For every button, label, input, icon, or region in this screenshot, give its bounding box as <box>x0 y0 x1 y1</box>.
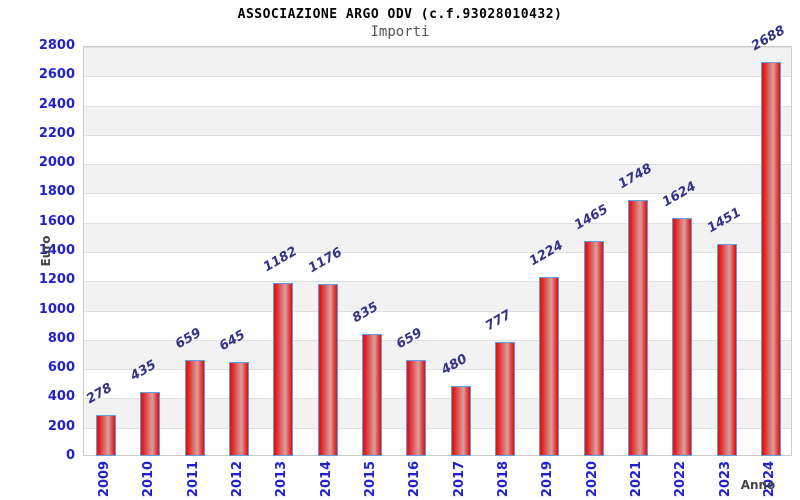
y-tick-label: 0 <box>65 448 75 463</box>
x-tick-label: 2020 <box>584 460 600 498</box>
bar-2016 <box>406 360 427 456</box>
x-tick-label: 2013 <box>274 460 290 498</box>
bar-2013 <box>273 283 294 456</box>
x-tick-label: 2014 <box>318 460 334 498</box>
bar-2017 <box>450 386 471 456</box>
y-tick-label: 2000 <box>38 155 75 171</box>
y-tick-label: 800 <box>47 330 75 346</box>
grid-band <box>84 105 791 135</box>
bar-2010 <box>140 392 161 456</box>
y-tick-label: 2800 <box>38 38 75 53</box>
chart-title: ASSOCIAZIONE ARGO ODV (c.f.93028010432) <box>237 7 563 22</box>
y-tick-label: 2200 <box>38 125 75 141</box>
y-tick-label: 600 <box>47 360 75 376</box>
x-axis-title: Anno <box>740 478 776 492</box>
grid-band <box>84 369 791 398</box>
y-tick-label: 1400 <box>38 243 75 258</box>
x-tick-label: 2009 <box>97 460 113 498</box>
x-tick-label: 2023 <box>717 460 733 498</box>
bar-2020 <box>583 241 604 456</box>
x-tick-label: 2011 <box>185 460 201 498</box>
y-tick-label: 1200 <box>38 272 75 288</box>
grid-band <box>84 134 791 164</box>
x-tick-label: 2012 <box>230 460 246 498</box>
grid-band <box>84 193 791 222</box>
x-tick-label: 2019 <box>540 460 556 498</box>
y-tick-label: 200 <box>47 418 75 434</box>
x-tick-label: 2010 <box>141 460 157 498</box>
y-axis-title: Euro <box>39 235 53 267</box>
x-tick-label: 2018 <box>495 460 511 498</box>
x-tick-label: 2021 <box>628 460 644 498</box>
bar-2022 <box>672 218 693 456</box>
chart-subtitle: Importi <box>370 24 430 40</box>
bar-2024 <box>760 62 781 456</box>
bar-2023 <box>716 244 737 456</box>
x-tick-label: 2017 <box>451 460 467 498</box>
x-tick-label: 2015 <box>363 460 379 498</box>
grid-band <box>84 164 791 194</box>
y-tick-label: 2600 <box>38 67 75 83</box>
grid-band <box>84 310 791 340</box>
y-tick-label: 2400 <box>38 96 75 112</box>
bar-2012 <box>229 362 250 456</box>
y-tick-label: 1000 <box>38 301 75 317</box>
y-tick-label: 1600 <box>38 213 75 229</box>
bar-2011 <box>184 360 205 456</box>
bar-2019 <box>539 277 560 456</box>
bar-2021 <box>627 200 648 456</box>
y-tick-label: 1800 <box>38 184 75 200</box>
bar-2009 <box>96 415 117 456</box>
x-tick-label: 2016 <box>407 460 423 498</box>
bar-2014 <box>317 284 338 456</box>
grid-band <box>84 47 791 77</box>
plot-area <box>83 46 792 456</box>
x-tick-label: 2022 <box>673 460 689 498</box>
bar-2015 <box>362 334 383 456</box>
grid-band <box>84 252 791 281</box>
grid-band <box>84 427 791 457</box>
bar-2018 <box>494 342 515 456</box>
grid-band <box>84 76 791 105</box>
y-tick-label: 400 <box>47 389 75 405</box>
